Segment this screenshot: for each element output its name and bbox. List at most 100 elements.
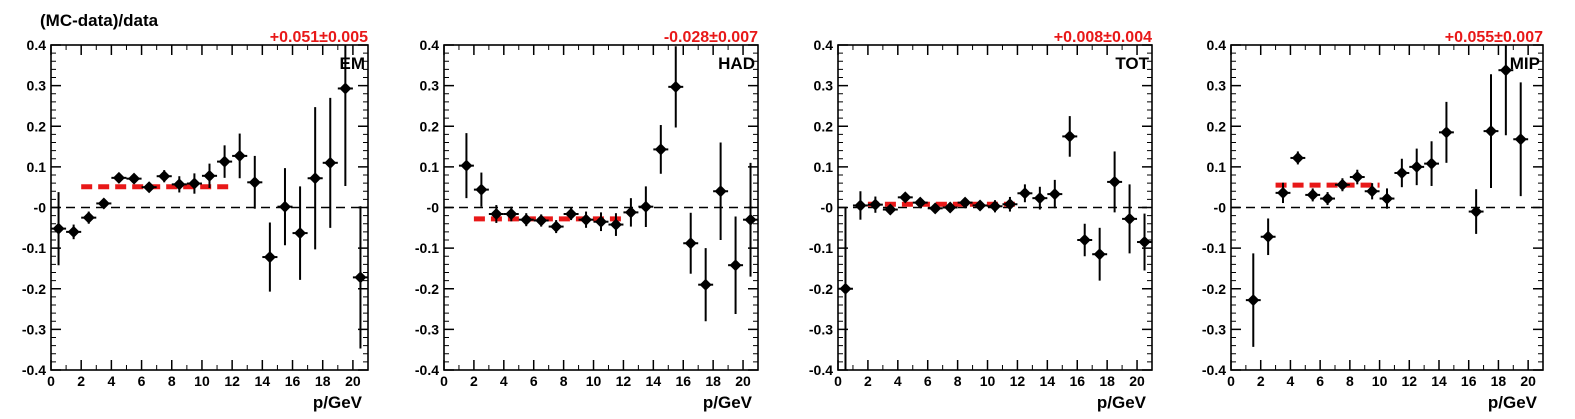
x-tick-label: 0 <box>834 373 842 389</box>
point-marker <box>354 271 367 284</box>
x-tick-label: 20 <box>1520 373 1536 389</box>
data-point <box>1002 196 1018 212</box>
x-tick-label: 16 <box>1069 373 1085 389</box>
x-tick-label: 20 <box>1129 373 1145 389</box>
point-marker <box>128 172 141 185</box>
point-marker <box>1033 192 1046 205</box>
point-marker <box>203 169 216 182</box>
point-marker <box>929 202 942 215</box>
x-tick-label: 2 <box>77 373 85 389</box>
y-tick-label: 0.3 <box>420 78 440 94</box>
point-marker <box>1063 130 1076 143</box>
y-tick-label: 0.1 <box>814 159 834 175</box>
point-marker <box>854 199 867 212</box>
point-marker <box>188 177 201 190</box>
point-marker <box>1262 230 1275 243</box>
data-point <box>1498 45 1514 136</box>
point-marker <box>460 159 473 172</box>
data-point <box>1275 182 1291 204</box>
point-marker <box>1277 186 1289 199</box>
x-tick-label: 10 <box>586 373 602 389</box>
point-marker <box>158 170 171 183</box>
plot-frame <box>443 44 759 371</box>
x-tick-label: 20 <box>345 373 361 389</box>
point-marker <box>520 213 533 226</box>
data-point <box>1424 141 1439 186</box>
point-marker <box>1485 125 1497 138</box>
x-tick-label: 14 <box>1040 373 1056 389</box>
data-point <box>1305 188 1321 202</box>
data-point <box>1364 183 1380 200</box>
data-point <box>638 186 654 227</box>
point-marker <box>309 172 322 185</box>
x-tick-label: 2 <box>470 373 478 389</box>
data-point <box>1513 82 1529 197</box>
fit-label: +0.051±0.005 <box>270 29 368 46</box>
point-marker <box>112 171 125 184</box>
point-marker <box>624 206 637 219</box>
data-point <box>217 145 233 178</box>
y-tick-label: -0.2 <box>1202 281 1226 297</box>
y-tick-label: -0.3 <box>1202 321 1226 337</box>
point-marker <box>580 213 593 226</box>
x-tick-label: 2 <box>1257 373 1265 389</box>
data-point <box>1047 179 1063 209</box>
data-point <box>593 212 609 232</box>
fit-label: -0.028±0.007 <box>664 29 758 46</box>
x-tick-label: 10 <box>1372 373 1388 389</box>
y-tick-label: -0.4 <box>809 362 833 378</box>
data-point <box>518 213 534 227</box>
x-tick-label: 16 <box>1461 373 1477 389</box>
data-point <box>1290 151 1306 165</box>
point-marker <box>1138 236 1151 249</box>
data-point <box>1137 213 1152 271</box>
point-marker <box>218 155 231 168</box>
data-point <box>186 173 202 194</box>
x-tick-label: 20 <box>735 373 751 389</box>
point-marker <box>67 225 80 238</box>
x-tick-label: 12 <box>1010 373 1026 389</box>
data-point <box>126 172 142 185</box>
data-point <box>1032 186 1048 210</box>
x-tick-label: 0 <box>47 373 55 389</box>
x-tick-label: 8 <box>560 373 568 389</box>
point-marker <box>1018 187 1031 200</box>
y-tick-label: -0 <box>821 200 834 216</box>
point-marker <box>143 181 156 194</box>
y-tick-label: -0.3 <box>22 321 46 337</box>
data-point <box>1409 148 1425 186</box>
x-tick-label: 18 <box>315 373 331 389</box>
point-marker <box>505 208 518 220</box>
point-marker <box>1336 178 1349 191</box>
x-tick-label: 18 <box>1491 373 1507 389</box>
y-tick-label: -0.3 <box>415 321 439 337</box>
fit-label: +0.008±0.004 <box>1054 29 1152 46</box>
y-tick-label: 0.3 <box>814 78 834 94</box>
x-tick-label: 4 <box>500 373 508 389</box>
x-tick-label: 12 <box>1401 373 1417 389</box>
data-point <box>488 205 504 223</box>
y-tick-label: -0.2 <box>809 281 833 297</box>
data-point <box>1349 169 1365 185</box>
y-tick-label: -0.2 <box>415 281 439 297</box>
chart-panel-mip: -0.4 -0.3 -0.2 -0.1 -0 0.1 0.2 0.3 0.4 0 2 4 6 8 10 12 1… <box>1202 29 1544 412</box>
x-tick-label: 16 <box>675 373 691 389</box>
data-point <box>728 216 744 314</box>
x-axis-title: p/GeV <box>313 393 363 412</box>
data-point <box>608 213 624 236</box>
fit-label: +0.055±0.007 <box>1445 29 1543 46</box>
data-point <box>897 191 913 204</box>
y-tick-label: 0.4 <box>1207 37 1227 53</box>
x-axis-title: p/GeV <box>1097 393 1147 412</box>
y-tick-label: 0.4 <box>420 37 440 53</box>
y-tick-label: 0.1 <box>1207 159 1227 175</box>
x-tick-label: 8 <box>168 373 176 389</box>
point-marker <box>1123 212 1136 225</box>
point-marker <box>1306 188 1319 201</box>
point-marker <box>959 196 972 209</box>
data-point <box>66 224 82 240</box>
point-marker <box>1351 171 1364 184</box>
x-tick-label: 14 <box>1431 373 1447 389</box>
point-marker <box>684 237 697 250</box>
point-marker <box>1381 192 1393 205</box>
